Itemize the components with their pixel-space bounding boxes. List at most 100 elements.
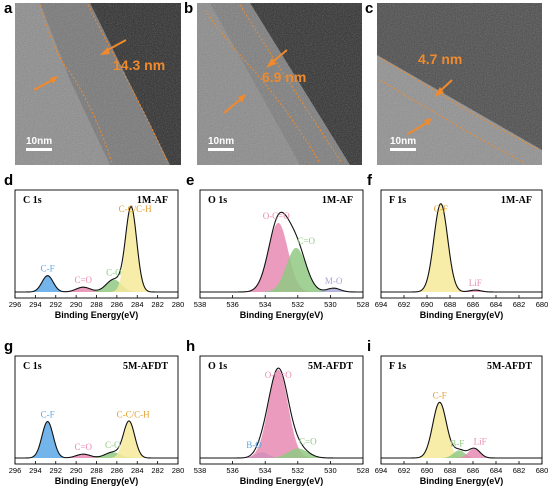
xps-charts: 296 294 292 290 288 286 284 282 280 Binding Energ…: [4, 172, 548, 486]
peak-label: C=O: [299, 436, 317, 446]
peak-area-c-f: [15, 275, 178, 292]
x-tick-label: 690: [421, 300, 434, 309]
panel-letter-e: e: [186, 172, 194, 189]
x-tick-label: 296: [9, 466, 22, 475]
peak-area-c-c-c-h: [15, 421, 178, 458]
peak-area-o-c-o: [200, 222, 363, 292]
x-tick-label: 280: [172, 466, 185, 475]
sample-label: 5M-AFDT: [123, 361, 168, 372]
x-tick-label: 284: [131, 466, 144, 475]
x-tick-label: 680: [536, 300, 549, 309]
x-tick-label: 292: [49, 466, 62, 475]
x-axis-title: Binding Energy(eV): [240, 476, 324, 486]
x-tick-label: 534: [259, 466, 272, 475]
x-tick-label: 284: [131, 300, 144, 309]
x-tick-label: 290: [70, 300, 83, 309]
peak-label: C-F: [433, 390, 447, 400]
peak-label: C-F: [434, 204, 448, 214]
x-tick-label: 536: [226, 466, 239, 475]
envelope-line: [200, 211, 363, 293]
peak-area-b-f: [381, 450, 542, 458]
x-tick-label: 686: [467, 300, 480, 309]
x-tick-label: 534: [259, 300, 272, 309]
tem-thickness-a: 14.3 nm: [113, 57, 165, 73]
x-tick-label: 294: [29, 300, 42, 309]
scale-bar-label-a: 10nm: [26, 136, 52, 147]
tem-panel-b: 6.9 nm 10nm b: [184, 0, 362, 165]
x-tick-label: 680: [536, 466, 549, 475]
x-tick-label: 530: [324, 466, 337, 475]
panel-letter-b: b: [184, 0, 193, 17]
tem-panel-c: 4.7 nm 10nm c: [365, 0, 542, 165]
xps-panel-g: 296 294 292 290 288 286 284 282 280 Binding Energ…: [4, 338, 184, 486]
x-tick-label: 682: [513, 300, 526, 309]
peak-label: LiF: [474, 436, 487, 446]
x-tick-label: 282: [151, 300, 164, 309]
element-label: C 1s: [23, 361, 42, 372]
x-tick-label: 694: [375, 466, 388, 475]
peak-area-c-o: [200, 247, 363, 292]
envelope-line: [200, 367, 363, 459]
x-tick-label: 682: [513, 466, 526, 475]
element-label: O 1s: [208, 361, 227, 372]
x-tick-label: 280: [172, 300, 185, 309]
peak-label: O-C=O: [263, 211, 291, 221]
envelope-line: [15, 206, 178, 293]
panel-letter-i: i: [367, 338, 371, 355]
x-tick-label: 288: [90, 300, 103, 309]
tem-thickness-c: 4.7 nm: [418, 51, 462, 67]
element-label: C 1s: [23, 195, 42, 206]
sample-label: 5M-AFDT: [308, 361, 353, 372]
peak-label: C-O: [105, 440, 121, 450]
peak-label: C-F: [41, 264, 55, 274]
peak-label: B-F: [450, 438, 464, 448]
plot-frame: [380, 355, 543, 465]
x-tick-label: 292: [49, 300, 62, 309]
peak-area-c-o: [200, 448, 363, 458]
peak-area-c-c-c-h: [15, 207, 178, 292]
x-tick-label: 536: [226, 300, 239, 309]
x-axis-title: Binding Energy(eV): [420, 476, 504, 486]
sample-label: 1M-AF: [501, 195, 532, 206]
peak-label: C=O: [297, 236, 315, 246]
x-tick-label: 528: [357, 466, 370, 475]
xps-panel-i: 694 692 690 688 686 684 682 680 Binding Energy(e…: [367, 338, 548, 486]
plot-frame: [14, 189, 179, 299]
x-tick-label: 290: [70, 466, 83, 475]
x-tick-label: 692: [398, 466, 411, 475]
x-tick-label: 684: [490, 466, 503, 475]
peak-label: M-O: [325, 276, 343, 286]
x-tick-label: 692: [398, 300, 411, 309]
x-tick-label: 538: [194, 466, 207, 475]
peak-label: C=O: [74, 275, 92, 285]
peak-label: C=O: [74, 442, 92, 452]
x-axis-title: Binding Energy(eV): [240, 310, 324, 320]
element-label: O 1s: [208, 195, 227, 206]
tem-thickness-b: 6.9 nm: [262, 69, 306, 85]
panel-letter-c: c: [365, 0, 373, 17]
x-axis-title: Binding Energy(eV): [55, 476, 139, 486]
x-tick-label: 294: [29, 466, 42, 475]
x-tick-label: 688: [444, 300, 457, 309]
x-tick-label: 694: [375, 300, 388, 309]
xps-panel-e: 538 536 534 532 530 528 Binding Energy(eV) O 1s…: [186, 172, 369, 320]
sample-label: 1M-AF: [322, 195, 353, 206]
peak-area-c-f: [381, 203, 542, 292]
x-tick-label: 688: [444, 466, 457, 475]
x-tick-label: 286: [111, 466, 124, 475]
x-tick-label: 686: [467, 466, 480, 475]
x-tick-label: 528: [357, 300, 370, 309]
x-tick-label: 286: [111, 300, 124, 309]
x-tick-label: 538: [194, 300, 207, 309]
envelope-line: [381, 203, 542, 293]
panel-letter-g: g: [4, 338, 13, 355]
envelope-line: [15, 420, 178, 459]
x-tick-label: 532: [292, 300, 305, 309]
x-axis-title: Binding Energy(eV): [420, 310, 504, 320]
xps-panel-f: 694 692 690 688 686 684 682 680 Binding Energy(e…: [367, 172, 548, 320]
scale-bar-label-b: 10nm: [208, 136, 234, 147]
x-tick-label: 684: [490, 300, 503, 309]
peak-label: C-C/C-H: [117, 410, 151, 420]
element-label: F 1s: [389, 361, 406, 372]
